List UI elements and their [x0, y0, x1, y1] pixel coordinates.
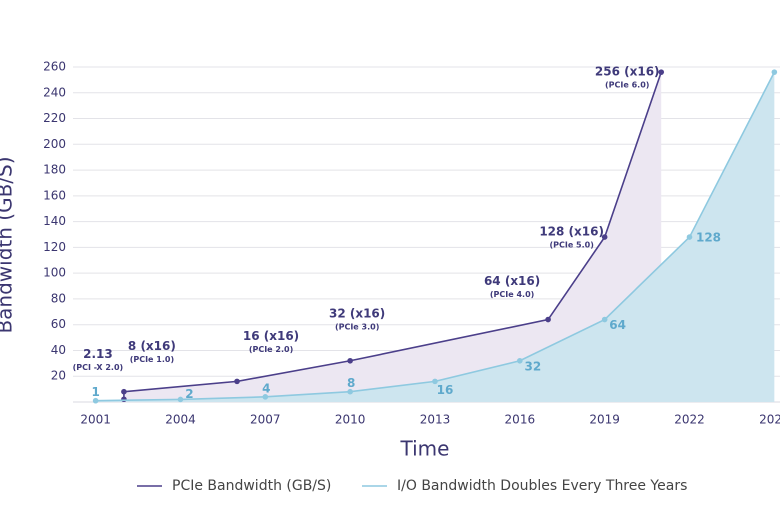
point [177, 396, 184, 403]
point [601, 316, 608, 323]
y-tick-label: 180 [43, 163, 66, 177]
x-tick-label: 2016 [505, 413, 536, 427]
point [771, 69, 778, 75]
x-tick-label: 2022 [674, 413, 705, 427]
value-label: 64 (x16) [484, 274, 540, 288]
generation-label: (PCIe 1.0) [130, 355, 174, 364]
point [347, 388, 353, 395]
point [658, 69, 665, 75]
y-tick-label: 240 [43, 85, 66, 99]
point [545, 316, 551, 323]
value-label: 4 [262, 381, 270, 395]
value-label: 128 [696, 231, 721, 245]
point [601, 234, 608, 240]
y-tick-label: 40 [51, 343, 66, 357]
y-tick-label: 100 [43, 266, 66, 280]
value-label: 64 [609, 318, 626, 332]
x-tick-label: 2010 [335, 413, 366, 427]
point [517, 357, 523, 364]
value-label: 32 (x16) [329, 306, 385, 320]
value-label: 256 (x16) [595, 65, 660, 79]
x-tick-label: 2001 [80, 413, 111, 427]
x-axis-label: Time [400, 437, 450, 461]
value-label: 16 [437, 383, 454, 397]
value-label: 16 (x16) [243, 329, 299, 343]
x-tick-label: 2013 [420, 413, 451, 427]
point [121, 388, 127, 395]
value-label: 1 [91, 385, 99, 399]
generation-label: (PCIe 4.0) [490, 290, 534, 299]
y-tick-label: 60 [51, 317, 66, 331]
y-tick-label: 20 [51, 369, 66, 383]
generation-label: (PCI -X 2.0) [73, 363, 124, 372]
point [347, 357, 353, 364]
value-label: 128 (x16) [539, 225, 604, 239]
x-tick-label: 2019 [589, 413, 620, 427]
point [121, 396, 127, 403]
point [234, 378, 240, 385]
point [92, 397, 99, 404]
y-tick-label: 220 [43, 111, 66, 125]
generation-label: (PCIe 6.0) [605, 81, 649, 90]
y-tick-label: 80 [51, 291, 66, 305]
y-tick-label: 120 [43, 240, 66, 254]
value-label: 2.13 [83, 347, 113, 361]
value-label: 8 (x16) [128, 339, 176, 353]
legend-label: PCIe Bandwidth (GB/S) [172, 478, 331, 494]
y-tick-label: 160 [43, 188, 66, 202]
value-label: 2 [185, 387, 193, 401]
y-tick-label: 140 [43, 214, 66, 228]
y-axis-label: Bandwidth (GB/S) [0, 156, 17, 333]
point [686, 234, 693, 240]
generation-label: (PCIe 2.0) [249, 345, 293, 354]
value-label: 32 [524, 359, 541, 373]
generation-label: (PCIe 3.0) [335, 322, 379, 331]
legend-label: I/O Bandwidth Doubles Every Three Years [397, 478, 687, 494]
generation-label: (PCIe 5.0) [549, 241, 593, 250]
y-tick-label: 260 [43, 60, 66, 74]
point [432, 378, 438, 385]
x-tick-label: 2025 [759, 413, 780, 427]
point [262, 394, 269, 400]
y-tick-label: 200 [43, 137, 66, 151]
x-tick-label: 2007 [250, 413, 281, 427]
x-tick-label: 2004 [165, 413, 196, 427]
value-label: 8 [347, 376, 355, 390]
